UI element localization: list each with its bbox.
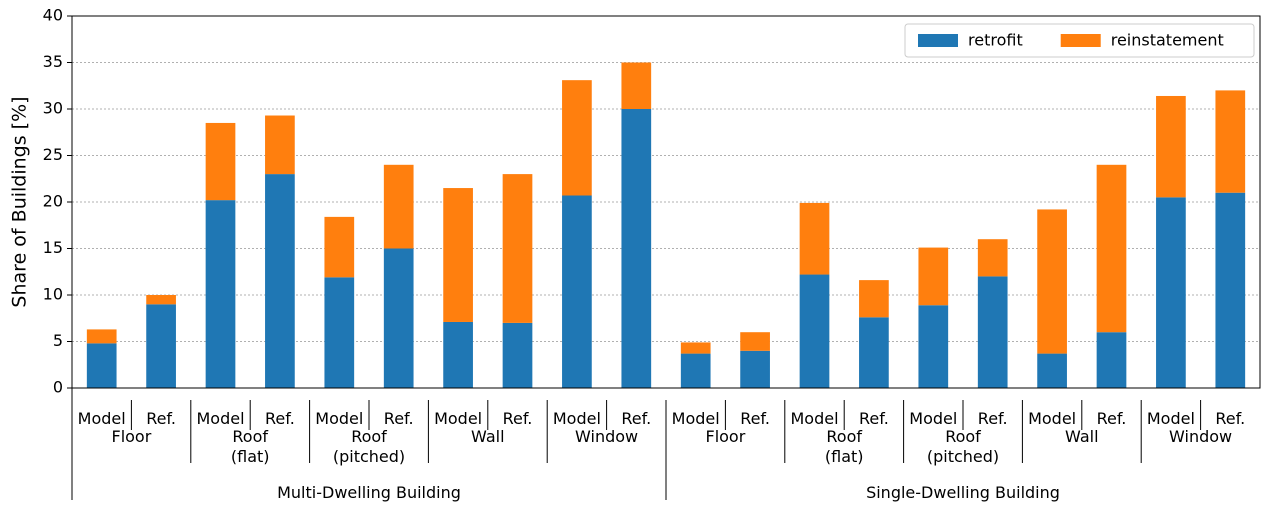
bar-segment xyxy=(1215,192,1246,388)
bar-segment xyxy=(86,329,117,344)
element-label: Wall xyxy=(1065,427,1099,446)
x-tick-label: Ref. xyxy=(858,409,889,428)
element-label: Roof (flat) xyxy=(824,427,864,466)
bar-segment xyxy=(1215,90,1246,193)
bar-segment xyxy=(86,343,117,388)
bar-segment xyxy=(265,174,295,388)
x-tick-label: Model xyxy=(552,409,601,428)
x-tick-label: Model xyxy=(434,409,483,428)
bar-segment xyxy=(680,342,711,354)
bar-segment xyxy=(324,216,355,278)
bar-segment xyxy=(1156,197,1186,388)
element-label: Roof (flat) xyxy=(230,427,270,466)
bar-segment xyxy=(1037,353,1067,388)
bar-segment xyxy=(918,247,949,306)
element-label: Roof (pitched) xyxy=(332,427,406,466)
element-label: Roof (pitched) xyxy=(926,427,1000,466)
bar-segment xyxy=(859,280,889,318)
element-label: Window xyxy=(1169,427,1233,446)
bar-segment xyxy=(799,274,830,388)
x-tick-label: Model xyxy=(790,409,839,428)
bar-segment xyxy=(443,188,473,322)
x-tick-label: Ref. xyxy=(264,409,295,428)
bar-segment xyxy=(621,62,652,109)
bar-segment xyxy=(740,332,770,351)
y-tick-label: 5 xyxy=(53,331,63,350)
y-tick-label: 30 xyxy=(43,99,63,118)
legend-label: reinstatement xyxy=(1111,31,1224,50)
x-tick-label: Model xyxy=(909,409,958,428)
plot-frame xyxy=(71,15,1261,389)
bar-segment xyxy=(205,122,236,201)
bar-segment xyxy=(265,115,295,175)
legend-swatch xyxy=(918,34,958,47)
y-tick-label: 15 xyxy=(43,238,63,257)
bar-segment xyxy=(383,164,414,249)
bar-segment xyxy=(562,195,592,388)
bar-segment xyxy=(146,295,176,305)
y-tick-label: 0 xyxy=(53,378,63,397)
bar-segment xyxy=(324,277,355,388)
legend-label: retrofit xyxy=(968,31,1023,50)
x-tick-label: Ref. xyxy=(383,409,414,428)
element-label: Wall xyxy=(471,427,505,446)
bar-segment xyxy=(443,321,473,388)
bar-segment xyxy=(977,276,1008,388)
x-tick-label: Ref. xyxy=(502,409,533,428)
x-tick-label: Model xyxy=(1028,409,1077,428)
x-tick-label: Ref. xyxy=(977,409,1008,428)
bar-segment xyxy=(146,304,176,388)
x-tick-label: Ref. xyxy=(1096,409,1127,428)
y-tick-label: 20 xyxy=(43,192,63,211)
bar-segment xyxy=(1096,164,1127,333)
bar-segment xyxy=(977,239,1008,277)
bar-segment xyxy=(680,353,711,388)
bar-segment xyxy=(383,248,414,388)
y-tick-label: 40 xyxy=(43,6,63,25)
y-tick-label: 35 xyxy=(43,52,63,71)
element-label: Window xyxy=(575,427,639,446)
bar-segment xyxy=(502,322,533,388)
x-tick-label: Model xyxy=(77,409,126,428)
building-label: Single-Dwelling Building xyxy=(866,483,1060,502)
bar-segment xyxy=(859,317,889,388)
bar-segment xyxy=(918,305,949,388)
bar-segment xyxy=(740,350,770,388)
y-tick-label: 25 xyxy=(43,145,63,164)
element-label: Floor xyxy=(111,427,152,446)
x-tick-label: Model xyxy=(671,409,720,428)
y-tick-label: 10 xyxy=(43,285,63,304)
bar-segment xyxy=(1156,95,1186,198)
y-axis-label: Share of Buildings [%] xyxy=(9,96,31,307)
bar-segment xyxy=(502,174,533,323)
element-label: Floor xyxy=(705,427,746,446)
bar-segment xyxy=(205,200,236,388)
bar-segment xyxy=(562,80,592,196)
x-tick-label: Ref. xyxy=(740,409,770,428)
legend-swatch xyxy=(1060,34,1101,47)
x-tick-label: Ref. xyxy=(146,409,176,428)
bar-segment xyxy=(621,109,652,388)
x-tick-label: Ref. xyxy=(1215,409,1246,428)
x-tick-label: Model xyxy=(315,409,364,428)
bar-segment xyxy=(1096,332,1127,388)
bar-segment xyxy=(799,202,830,275)
bar-segment xyxy=(1037,209,1067,354)
x-tick-label: Model xyxy=(196,409,245,428)
x-tick-label: Ref. xyxy=(621,409,652,428)
x-tick-label: Model xyxy=(1146,409,1195,428)
building-label: Multi-Dwelling Building xyxy=(277,483,461,502)
